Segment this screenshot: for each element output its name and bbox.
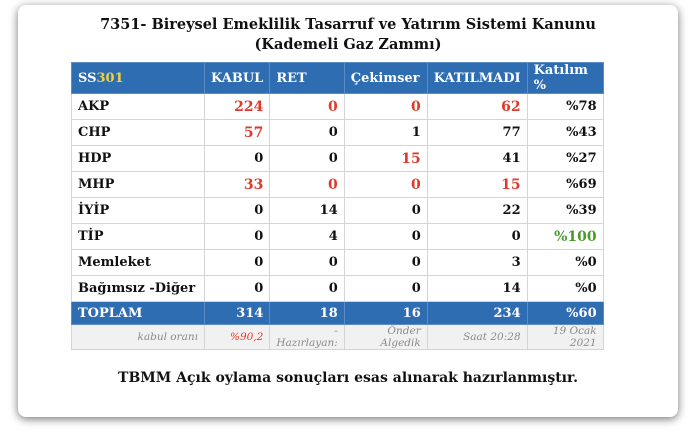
card: 7351- Bireysel Emeklilik Tasarruf ve Yat…	[18, 5, 678, 417]
cell: 62	[426, 93, 528, 120]
row: İYİP 0 14 0 22 %39	[71, 197, 604, 224]
caption: TBMM Açık oylama sonuçları esas alınarak…	[118, 370, 578, 386]
cell: %60	[526, 301, 604, 325]
cell: %90,2	[203, 324, 271, 350]
total: TOPLAM 314 18 16 234 %60	[71, 301, 604, 325]
cell: 22	[426, 197, 528, 224]
cell: 0	[343, 223, 428, 250]
foot: kabul oranı %90,2 -Hazırlayan: Önder Algedi…	[71, 324, 604, 350]
cell: %69	[526, 171, 604, 198]
cell: 0	[269, 93, 345, 120]
row: Bağımsız -Diğer 0 0 0 14 %0	[71, 275, 604, 302]
cell: %0	[526, 275, 604, 302]
cell: %100	[526, 223, 604, 250]
cell: 0	[203, 223, 271, 250]
cell: SS301	[71, 62, 205, 94]
cell: 314	[203, 301, 271, 325]
row: TİP 0 4 0 0 %100	[71, 223, 604, 250]
cell: 19 Ocak 2021	[526, 324, 604, 350]
cell: 0	[343, 197, 428, 224]
cell: Saat 20:28	[426, 324, 528, 350]
cell: 0	[203, 197, 271, 224]
cell: 33	[203, 171, 271, 198]
cell: 0	[343, 171, 428, 198]
cell: Çekimser	[343, 62, 428, 94]
cell: %39	[526, 197, 604, 224]
cell: -Hazırlayan:	[269, 324, 345, 350]
cell: 15	[426, 171, 528, 198]
cell: HDP	[71, 145, 205, 172]
cell: %27	[526, 145, 604, 172]
cell: AKP	[71, 93, 205, 120]
subtitle: (Kademeli Gaz Zammı)	[254, 36, 442, 53]
row: CHP 57 0 1 77 %43	[71, 119, 604, 146]
row: Memleket 0 0 0 3 %0	[71, 249, 604, 276]
cell: 0	[269, 145, 345, 172]
cell: 0	[269, 275, 345, 302]
cell: 0	[343, 249, 428, 276]
row: HDP 0 0 15 41 %27	[71, 145, 604, 172]
cell: MHP	[71, 171, 205, 198]
cell: 14	[426, 275, 528, 302]
cell: Önder Algedik	[343, 324, 428, 350]
cell: 41	[426, 145, 528, 172]
cell: Katılım %	[526, 62, 604, 94]
cell: 14	[269, 197, 345, 224]
cell: 0	[203, 145, 271, 172]
cell: 1	[343, 119, 428, 146]
cell-part: SS	[78, 70, 97, 86]
cell: 57	[203, 119, 271, 146]
row: MHP 33 0 0 15 %69	[71, 171, 604, 198]
cell: %78	[526, 93, 604, 120]
cell: 0	[343, 275, 428, 302]
cell: 18	[269, 301, 345, 325]
cell: 234	[426, 301, 528, 325]
cell: 15	[343, 145, 428, 172]
cell: 224	[203, 93, 271, 120]
cell: İYİP	[71, 197, 205, 224]
vote-table: SS301 KABUL RET Çekimser KATILMADI Katılım % A…	[71, 62, 604, 350]
cell: CHP	[71, 119, 205, 146]
row: AKP 224 0 0 62 %78	[71, 93, 604, 120]
cell: Bağımsız -Diğer	[71, 275, 205, 302]
cell: 77	[426, 119, 528, 146]
cell: 0	[269, 119, 345, 146]
cell: KABUL	[203, 62, 271, 94]
cell: kabul oranı	[71, 324, 205, 350]
head: SS301 KABUL RET Çekimser KATILMADI Katılım %	[71, 62, 604, 94]
cell: TOPLAM	[71, 301, 205, 325]
cell: %0	[526, 249, 604, 276]
cell-part: 301	[96, 70, 124, 86]
cell: 0	[426, 223, 528, 250]
cell: 0	[203, 249, 271, 276]
cell: 4	[269, 223, 345, 250]
cell: %43	[526, 119, 604, 146]
cell: TİP	[71, 223, 205, 250]
cell: 0	[269, 249, 345, 276]
cell: 0	[203, 275, 271, 302]
cell: 0	[269, 171, 345, 198]
cell: Memleket	[71, 249, 205, 276]
title: 7351- Bireysel Emeklilik Tasarruf ve Yat…	[100, 16, 596, 33]
cell: 0	[343, 93, 428, 120]
cell: 16	[343, 301, 428, 325]
cell: RET	[269, 62, 345, 94]
cell: KATILMADI	[426, 62, 528, 94]
cell: 3	[426, 249, 528, 276]
